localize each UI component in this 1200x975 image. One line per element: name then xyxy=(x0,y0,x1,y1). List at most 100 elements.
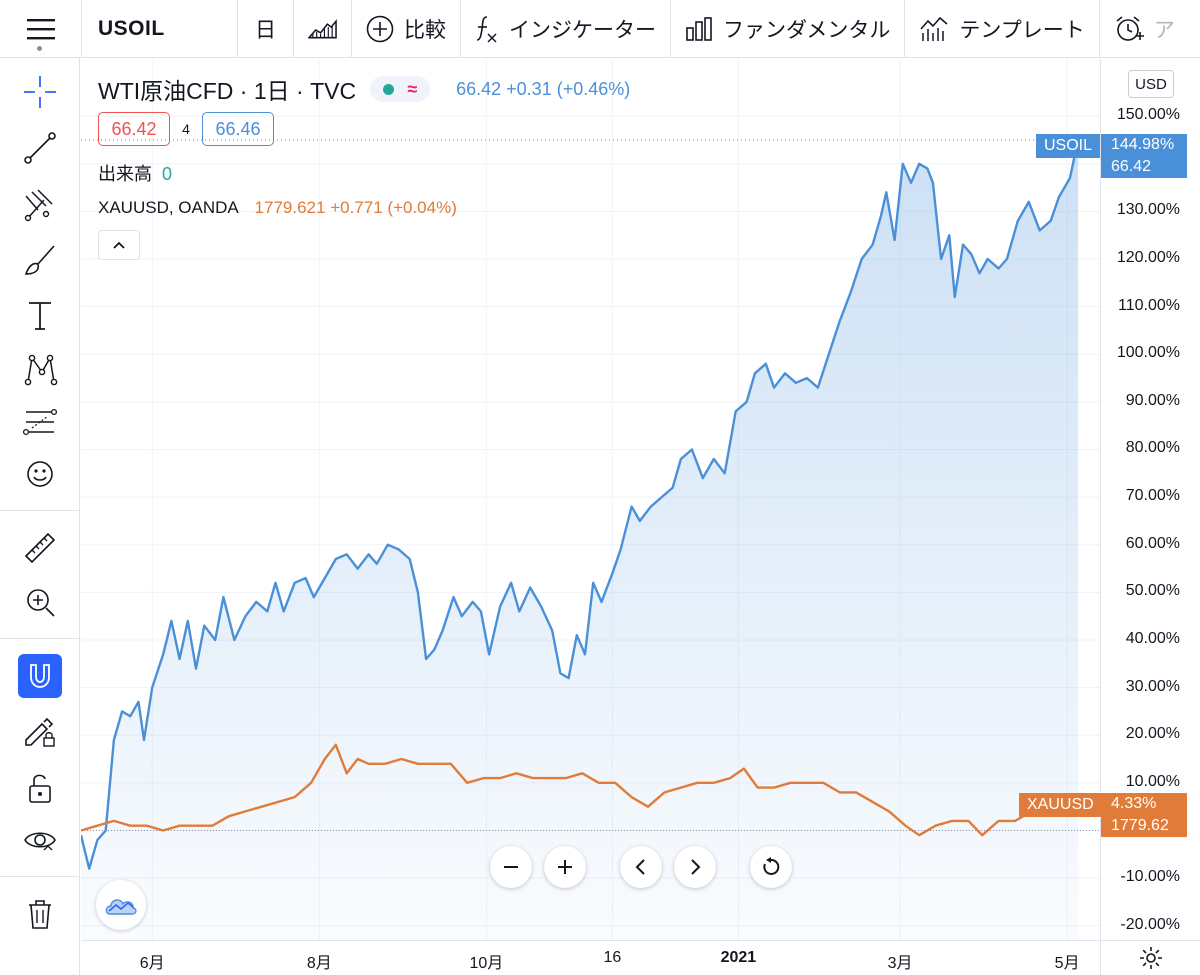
price-tick-label: 120.00% xyxy=(1116,249,1180,266)
area-chart-icon xyxy=(308,18,337,38)
zoom-in-button[interactable] xyxy=(544,846,586,888)
sell-button[interactable]: 66.42 xyxy=(98,112,170,146)
legend-collapse-button[interactable] xyxy=(98,230,140,260)
time-tick-label: 5月 xyxy=(1054,955,1080,972)
price-tick-label: 40.00% xyxy=(1125,629,1180,647)
compare-change: +0.771 xyxy=(330,198,383,217)
crosshair-icon xyxy=(24,76,56,108)
pattern-tool[interactable] xyxy=(18,348,62,392)
main-series-legend[interactable]: WTI原油CFD · 1日 · TVC ≈ 66.42 +0.31 (+0.46… xyxy=(98,72,630,106)
chart-pane[interactable] xyxy=(81,59,1100,940)
trend-line-tool[interactable] xyxy=(18,126,62,170)
alert-button[interactable]: ア xyxy=(1100,0,1189,57)
drawing-toolbar xyxy=(0,58,80,975)
price-tick-label: 50.00% xyxy=(1125,582,1180,600)
compare-last: 1779.621 xyxy=(254,198,326,217)
templates-button[interactable]: テンプレート xyxy=(905,0,1100,57)
text-tool[interactable] xyxy=(18,294,62,338)
compare-button[interactable]: 比較 xyxy=(352,0,461,57)
price-tick-label: 130.00% xyxy=(1116,201,1180,219)
price-tick-label: 70.00% xyxy=(1125,487,1180,505)
hide-drawings-toggle[interactable] xyxy=(18,818,62,862)
pencil-lock-icon xyxy=(25,717,55,747)
indicators-button[interactable]: インジケーター xyxy=(461,0,671,57)
gear-icon xyxy=(1139,947,1162,969)
market-status-badge[interactable]: ≈ xyxy=(370,76,431,102)
brush-tool[interactable] xyxy=(18,238,62,282)
currency-button[interactable]: USD xyxy=(1128,70,1174,98)
minus-icon xyxy=(504,866,518,868)
icon-tool[interactable] xyxy=(18,452,62,496)
chevron-up-icon xyxy=(113,241,125,249)
symbol-search-button[interactable]: USOIL xyxy=(82,0,238,57)
fundamentals-button[interactable]: ファンダメンタル xyxy=(671,0,906,57)
chevron-right-icon xyxy=(691,859,701,875)
volume-legend[interactable]: 出来高 0 xyxy=(98,160,172,186)
text-icon xyxy=(29,302,51,330)
series-line-xauusd[interactable] xyxy=(81,743,1079,837)
templates-label: テンプレート xyxy=(959,18,1085,42)
usoil-pct-label: 144.98% xyxy=(1111,136,1175,153)
compare-change-pct: (+0.04%) xyxy=(387,198,457,217)
usoil-price-label: 144.98% 66.42 xyxy=(1101,134,1187,178)
xauusd-pct-label: 4.33% xyxy=(1111,795,1157,812)
pattern-icon xyxy=(24,354,58,386)
time-tick-label: 8月 xyxy=(306,955,332,972)
xauusd-tag: XAUUSD xyxy=(1019,793,1102,817)
plus-icon xyxy=(558,860,572,874)
interval-button[interactable]: 日 xyxy=(238,0,294,57)
series-line-usoil[interactable] xyxy=(81,139,1080,870)
chart-style-button[interactable] xyxy=(294,0,352,57)
bid-ask-row: 66.42 4 66.46 xyxy=(98,112,274,146)
smiley-icon xyxy=(27,461,53,487)
price-tick-label: -10.00% xyxy=(1120,868,1180,886)
time-tick-label: 3月 xyxy=(887,955,913,972)
compare-quote: 1779.621 +0.771 (+0.04%) xyxy=(255,198,457,217)
volume-label: 出来高 xyxy=(98,164,152,184)
zoom-out-button[interactable] xyxy=(490,846,532,888)
chart-settings-button[interactable] xyxy=(1100,940,1200,975)
reset-chart-button[interactable] xyxy=(750,846,792,888)
toolbar-divider xyxy=(0,638,80,639)
series-quote: 66.42 +0.31 (+0.46%) xyxy=(456,79,630,100)
function-icon xyxy=(476,15,497,43)
scroll-left-button[interactable] xyxy=(620,846,662,888)
menu-button[interactable] xyxy=(0,0,82,57)
magnet-mode-toggle[interactable] xyxy=(18,654,62,698)
series-change-pct: (+0.46%) xyxy=(556,78,631,99)
eye-icon xyxy=(24,832,56,851)
compare-series-legend[interactable]: XAUUSD, OANDA 1779.621 +0.771 (+0.04%) xyxy=(98,198,457,218)
crosshair-tool[interactable] xyxy=(18,70,62,114)
chart-canvas[interactable] xyxy=(81,59,1100,940)
fib-levels-icon xyxy=(22,408,58,436)
plus-circle-icon xyxy=(366,15,394,42)
usoil-price-value: 66.42 xyxy=(1111,158,1152,175)
measure-tool[interactable] xyxy=(18,526,62,570)
volume-value: 0 xyxy=(162,164,173,184)
tradingview-logo-button[interactable] xyxy=(96,880,146,930)
prediction-tool[interactable] xyxy=(18,400,62,444)
price-tick-label: 60.00% xyxy=(1125,534,1180,552)
time-tick-label: 16 xyxy=(603,949,622,966)
symbol-label: USOIL xyxy=(98,16,165,40)
series-title: WTI原油CFD · 1日 · TVC xyxy=(98,78,357,104)
spread-value: 4 xyxy=(182,121,190,137)
remove-drawings-button[interactable] xyxy=(18,892,62,936)
unlock-icon xyxy=(29,774,51,803)
zoom-tool[interactable] xyxy=(18,580,62,624)
magnet-icon xyxy=(30,664,50,688)
price-tick-label: 150.00% xyxy=(1116,106,1180,124)
scroll-right-button[interactable] xyxy=(674,846,716,888)
price-tick-label: 110.00% xyxy=(1118,296,1180,314)
time-scale[interactable]: 6月 8月 10月 16 2021 3月 5月 xyxy=(81,940,1100,975)
stay-in-drawing-mode[interactable] xyxy=(18,710,62,754)
toolbar-divider xyxy=(0,510,80,511)
pitchfork-tool[interactable] xyxy=(18,182,62,226)
xauusd-price-label: 4.33% 1779.62 xyxy=(1101,793,1187,837)
xauusd-price-value: 1779.62 xyxy=(1111,817,1169,834)
bar-chart-icon xyxy=(686,16,712,41)
fundamentals-label: ファンダメンタル xyxy=(723,18,891,42)
buy-button[interactable]: 66.46 xyxy=(202,112,274,146)
compare-label: 比較 xyxy=(404,18,446,42)
lock-drawings-toggle[interactable] xyxy=(18,766,62,810)
